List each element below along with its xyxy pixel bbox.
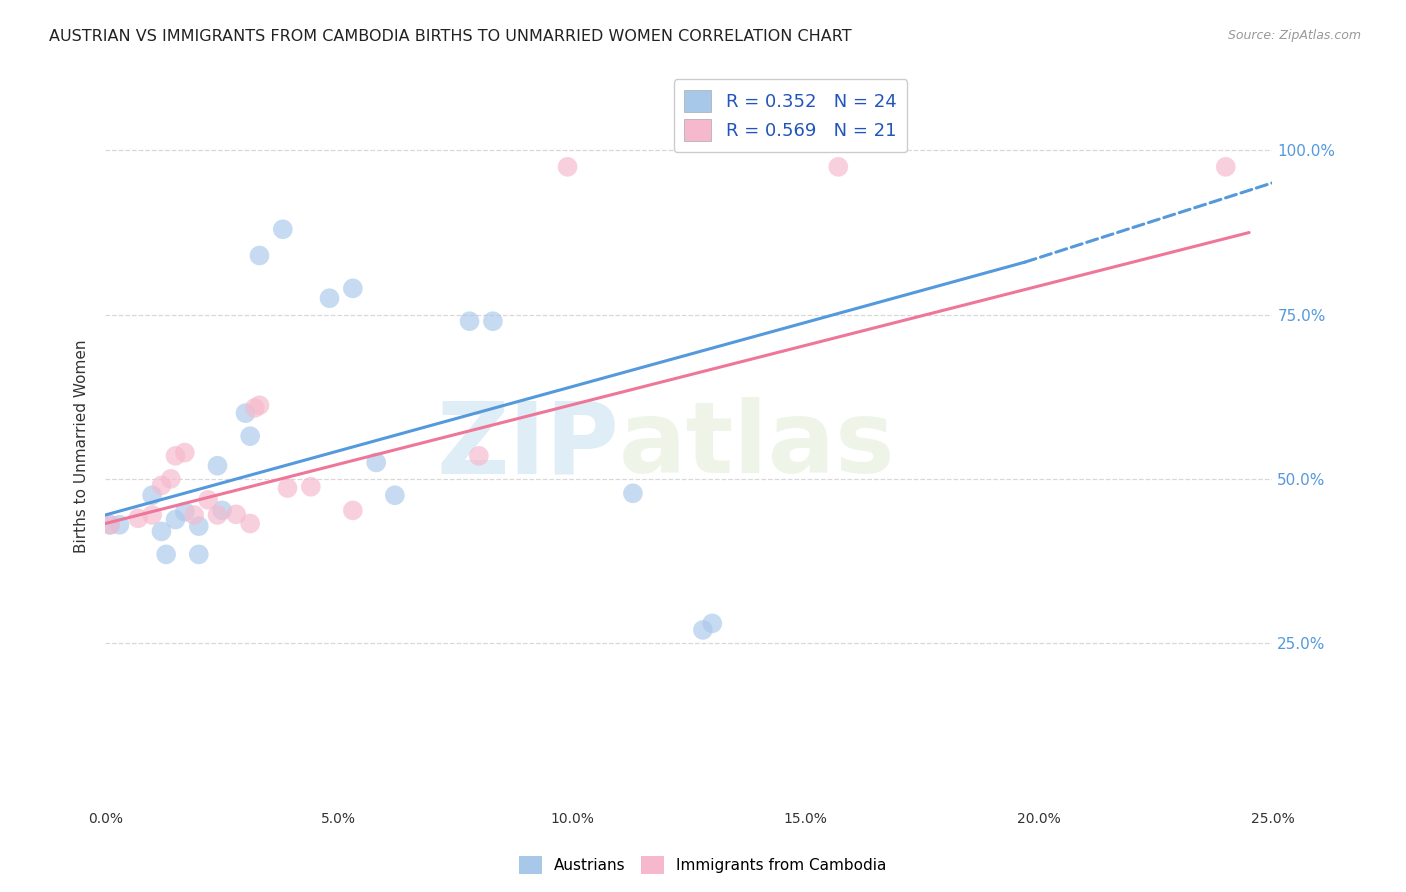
- Point: [621, 486, 644, 500]
- Legend: Austrians, Immigrants from Cambodia: Austrians, Immigrants from Cambodia: [513, 850, 893, 880]
- Point: [225, 508, 247, 522]
- Point: [108, 517, 131, 532]
- Point: [249, 248, 271, 262]
- Text: AUSTRIAN VS IMMIGRANTS FROM CAMBODIA BIRTHS TO UNMARRIED WOMEN CORRELATION CHART: AUSTRIAN VS IMMIGRANTS FROM CAMBODIA BIR…: [49, 29, 852, 44]
- Point: [173, 445, 195, 459]
- Y-axis label: Births to Unmarried Women: Births to Unmarried Women: [73, 339, 89, 553]
- Point: [150, 524, 173, 539]
- Point: [366, 455, 388, 469]
- Point: [98, 517, 121, 532]
- Point: [141, 488, 163, 502]
- Point: [299, 480, 322, 494]
- Point: [318, 291, 340, 305]
- Point: [342, 503, 364, 517]
- Point: [342, 281, 364, 295]
- Text: atlas: atlas: [619, 398, 896, 494]
- Text: ZIP: ZIP: [436, 398, 619, 494]
- Point: [165, 512, 187, 526]
- Point: [187, 519, 209, 533]
- Point: [187, 548, 209, 562]
- Point: [468, 449, 491, 463]
- Point: [211, 503, 233, 517]
- Point: [557, 160, 579, 174]
- Point: [150, 478, 173, 492]
- Point: [207, 458, 229, 473]
- Point: [1215, 160, 1237, 174]
- Point: [482, 314, 505, 328]
- Point: [235, 406, 257, 420]
- Point: [165, 449, 187, 463]
- Point: [197, 492, 219, 507]
- Point: [384, 488, 406, 502]
- Point: [692, 623, 714, 637]
- Point: [159, 472, 181, 486]
- Point: [141, 508, 163, 522]
- Text: Source: ZipAtlas.com: Source: ZipAtlas.com: [1227, 29, 1361, 42]
- Point: [98, 517, 121, 532]
- Point: [239, 516, 262, 531]
- Point: [127, 511, 149, 525]
- Point: [207, 508, 229, 522]
- Point: [276, 481, 298, 495]
- Point: [271, 222, 294, 236]
- Point: [249, 398, 271, 412]
- Point: [155, 548, 177, 562]
- Point: [173, 505, 195, 519]
- Point: [239, 429, 262, 443]
- Point: [458, 314, 481, 328]
- Point: [183, 508, 205, 522]
- Point: [243, 401, 266, 415]
- Legend: R = 0.352   N = 24, R = 0.569   N = 21: R = 0.352 N = 24, R = 0.569 N = 21: [673, 79, 907, 153]
- Point: [827, 160, 849, 174]
- Point: [702, 616, 724, 631]
